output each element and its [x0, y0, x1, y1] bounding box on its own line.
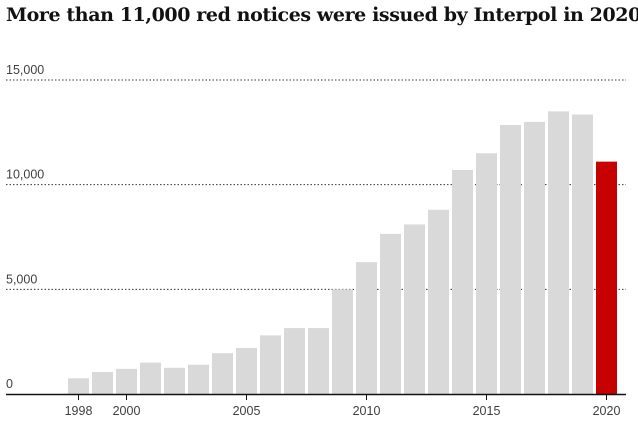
- bar-2009: [332, 289, 353, 394]
- bar-2007: [284, 328, 305, 394]
- bar-2000: [116, 368, 137, 394]
- y-tick-labels: 0 5,000 10,000 15,000: [6, 63, 44, 391]
- x-tick-label: 2015: [473, 404, 501, 418]
- bar-2013: [428, 209, 449, 394]
- bar-1999: [92, 372, 113, 394]
- bar-2011: [380, 233, 401, 394]
- x-tick-label: 1998: [65, 404, 93, 418]
- x-tick-label: 2000: [113, 404, 141, 418]
- bar-2003: [188, 364, 209, 394]
- y-tick-label: 5,000: [6, 272, 37, 286]
- bars: [68, 111, 617, 395]
- bar-2012: [404, 224, 425, 394]
- x-tick-label: 2010: [353, 404, 381, 418]
- bar-2017: [524, 121, 545, 394]
- x-tick-label: 2005: [233, 404, 261, 418]
- bar-2015: [476, 153, 497, 394]
- bar-2016: [500, 125, 521, 395]
- bar-2010: [356, 262, 377, 394]
- bar-1998: [68, 378, 89, 394]
- bar-2002: [164, 367, 185, 394]
- bar-2005: [236, 347, 257, 394]
- chart-title: More than 11,000 red notices were issued…: [6, 4, 638, 26]
- x-tick-labels: 1998 2000 2005 2010 2015 2020: [65, 404, 621, 418]
- bar-2014: [452, 170, 473, 394]
- bar-2020: [596, 161, 617, 394]
- bar-2019: [572, 114, 593, 394]
- y-tick-label: 15,000: [6, 63, 44, 77]
- y-tick-label: 10,000: [6, 168, 44, 182]
- bar-2006: [260, 335, 281, 394]
- x-tick-label: 2020: [593, 404, 621, 418]
- bar-2004: [212, 353, 233, 394]
- bar-2018: [548, 111, 569, 395]
- y-tick-label: 0: [6, 377, 13, 391]
- bar-2008: [308, 328, 329, 394]
- bar-2001: [140, 362, 161, 394]
- x-axis: [6, 393, 626, 400]
